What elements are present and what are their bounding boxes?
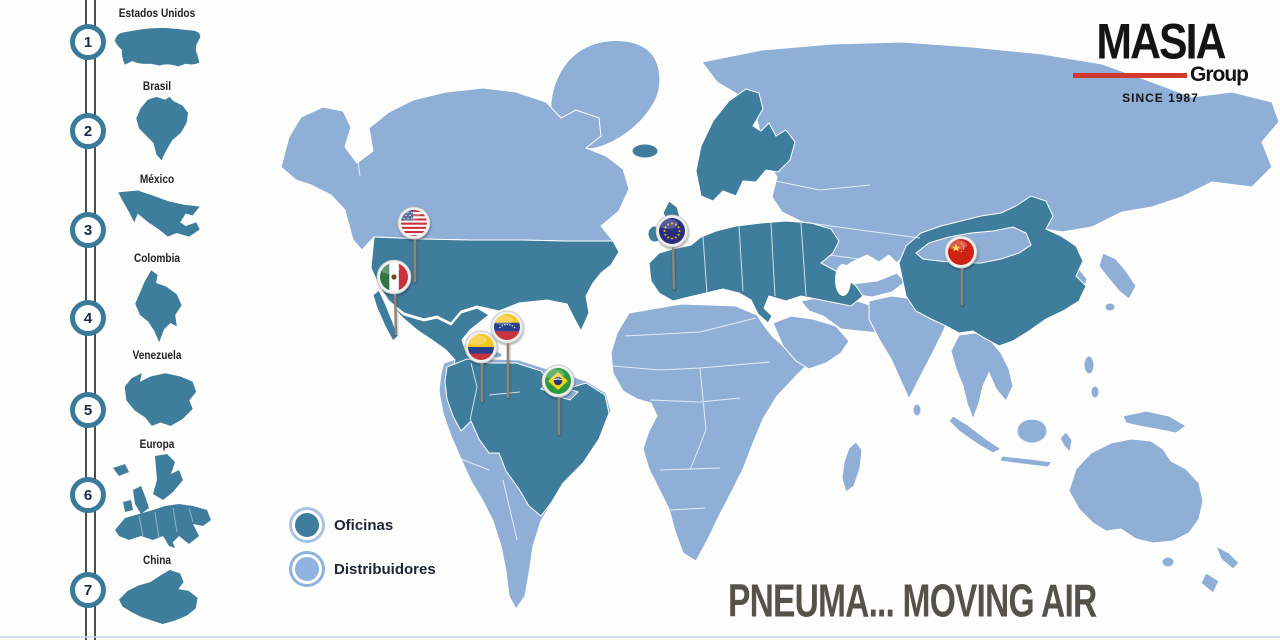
- mexico-flag-pin: [376, 259, 412, 336]
- mexico-map-icon: [118, 190, 200, 237]
- colombia-map-icon: [135, 270, 182, 343]
- sidebar-label-mexico: México: [139, 173, 175, 187]
- bottom-rule: [0, 636, 1280, 638]
- map-pins: [376, 206, 978, 436]
- sidebar-label-venezuela: Venezuela: [132, 349, 182, 363]
- legend: Oficinas Distribuidores: [292, 510, 436, 598]
- legend-distributor-label: Distribuidores: [334, 560, 436, 578]
- country-borders: [353, 129, 921, 541]
- european-union-flag-pin: [655, 214, 689, 290]
- logo-red-line: [1073, 72, 1187, 78]
- sidebar-number-3: 3: [70, 212, 106, 248]
- sidebar-number-6: 6: [70, 477, 106, 513]
- sidebar-number-7: 7: [70, 572, 106, 608]
- logo-group-text: Group: [1190, 63, 1249, 86]
- colombia-flag-pin: [464, 330, 498, 403]
- sidebar-number-2: 2: [70, 113, 106, 149]
- legend-office-row: Oficinas: [292, 510, 436, 540]
- distributor-marker-icon: [292, 554, 322, 584]
- usa-map-icon: [114, 28, 201, 67]
- sidebar-label-europa: Europa: [139, 438, 175, 452]
- masia-group-logo: MASIA Group SINCE 1987: [1073, 12, 1249, 105]
- sidebar-number-1: 1: [70, 24, 106, 60]
- china-flag-pin: [944, 235, 978, 306]
- venezuela-flag-pin: [490, 310, 524, 399]
- logo-brand-text: MASIA: [1096, 12, 1226, 70]
- logo-since-text: SINCE 1987: [1122, 91, 1199, 105]
- sidebar-label-china: China: [142, 554, 172, 568]
- sidebar-label-brasil: Brasil: [142, 80, 172, 94]
- logo-group-row: Group: [1073, 63, 1249, 87]
- caspian-sea: [835, 264, 851, 296]
- brazil-flag-pin: [541, 364, 575, 436]
- united-states-flag-pin: [397, 206, 431, 283]
- legend-office-label: Oficinas: [334, 516, 394, 534]
- brazil-map-icon: [136, 96, 189, 161]
- venezuela-map-icon: [124, 373, 197, 426]
- china-map-icon: [118, 569, 198, 625]
- tagline: PNEUMA... MOVING AIR: [728, 576, 1097, 627]
- sidebar-label-estados-unidos: Estados Unidos: [118, 7, 196, 21]
- sidebar-label-colombia: Colombia: [133, 252, 181, 266]
- europe-map-icon: [113, 454, 211, 548]
- office-marker-icon: [292, 510, 322, 540]
- sidebar-number-5: 5: [70, 392, 106, 428]
- legend-distributor-row: Distribuidores: [292, 554, 436, 584]
- sidebar-number-4: 4: [70, 300, 106, 336]
